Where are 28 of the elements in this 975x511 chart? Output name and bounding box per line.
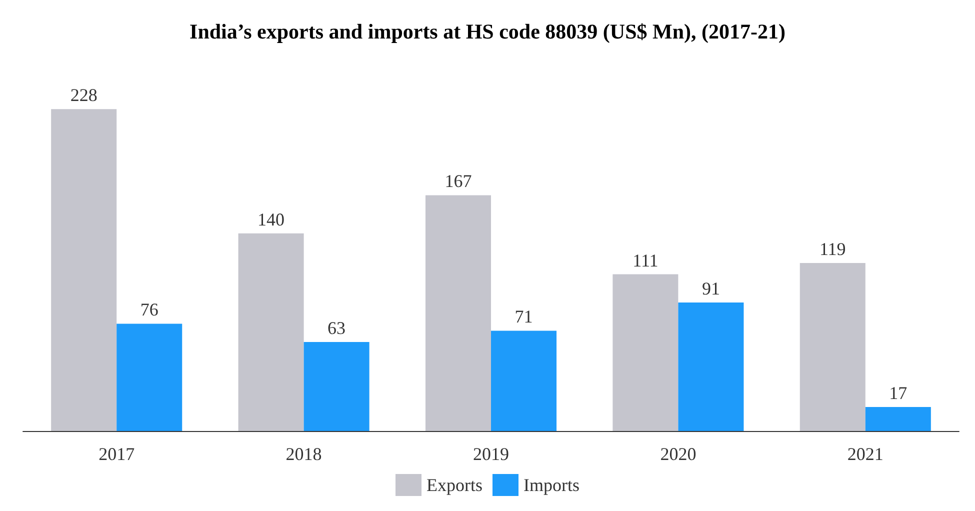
x-tick-label: 2021 — [847, 444, 884, 464]
x-tick-label: 2020 — [660, 444, 696, 464]
bar — [678, 302, 744, 431]
data-label: 119 — [819, 238, 846, 259]
bar — [238, 233, 304, 431]
chart-title: India’s exports and imports at HS code 88039 (US$ Mn), (2017-21) — [190, 20, 786, 44]
bar — [425, 195, 491, 431]
data-label: 140 — [258, 209, 285, 230]
data-label: 167 — [444, 171, 472, 192]
bar — [800, 262, 866, 431]
bar — [865, 406, 931, 431]
bar — [116, 324, 182, 431]
data-label: 63 — [328, 318, 346, 338]
legend-label: Exports — [426, 475, 483, 495]
bar — [612, 274, 678, 431]
data-label: 71 — [514, 306, 533, 327]
data-label: 111 — [632, 250, 658, 270]
x-tick-label: 2019 — [473, 444, 509, 464]
data-label: 228 — [70, 85, 98, 106]
bar — [304, 342, 370, 431]
legend-label: Imports — [524, 475, 580, 495]
bar — [51, 109, 117, 431]
x-tick-label: 2017 — [98, 444, 135, 464]
data-label: 76 — [140, 300, 158, 320]
bar — [491, 330, 557, 431]
data-label: 91 — [702, 278, 720, 299]
data-label: 17 — [889, 382, 908, 403]
x-tick-label: 2018 — [286, 444, 322, 464]
